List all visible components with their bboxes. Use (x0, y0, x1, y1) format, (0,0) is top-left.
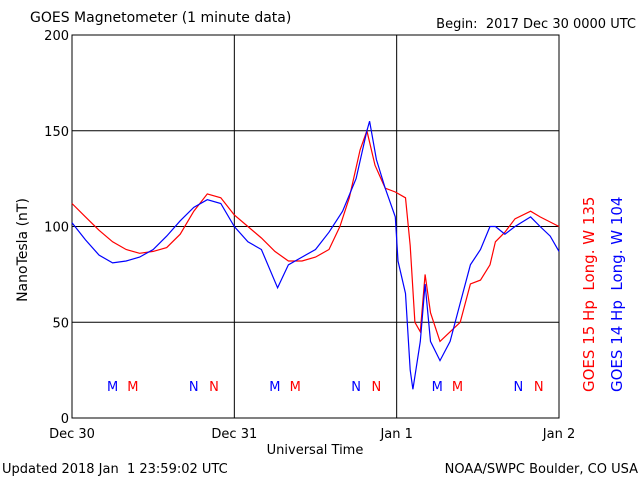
annotation: N (189, 380, 199, 395)
y-tick-label: 150 (44, 125, 69, 140)
annotation: N (372, 380, 382, 395)
y-tick-label: 200 (44, 29, 69, 44)
annotation: M (107, 380, 118, 395)
annotation: N (534, 380, 544, 395)
y-tick-label: 100 (44, 221, 69, 236)
annotation: M (290, 380, 301, 395)
x-tick-label: Dec 31 (211, 427, 257, 442)
x-tick-label: Jan 2 (542, 427, 575, 442)
series-line (71, 121, 560, 390)
x-tick-label: Jan 1 (379, 427, 412, 442)
annotation: N (209, 380, 219, 395)
annotation: M (432, 380, 443, 395)
x-axis-label: Universal Time (267, 443, 364, 458)
annotation: M (127, 380, 138, 395)
y-tick-label: 50 (52, 316, 69, 331)
x-tick-label: Dec 30 (49, 427, 95, 442)
source-label: NOAA/SWPC Boulder, CO USA (445, 462, 638, 477)
y-axis-label: NanoTesla (nT) (15, 198, 31, 302)
updated-label: Updated 2018 Jan 1 23:59:02 UTC (2, 462, 228, 477)
y-tick-label: 0 (61, 412, 69, 427)
annotation: M (269, 380, 280, 395)
annotation: N (351, 380, 361, 395)
chart-title: GOES Magnetometer (1 minute data) (30, 10, 291, 26)
legend-label: GOES 14 Hp Long. W 104 (608, 197, 626, 392)
begin-label: Begin: 2017 Dec 30 0000 UTC (436, 17, 636, 32)
series-line (71, 128, 560, 343)
annotation: M (452, 380, 463, 395)
legend-label: GOES 15 Hp Long. W 135 (580, 197, 598, 392)
annotation: N (514, 380, 524, 395)
